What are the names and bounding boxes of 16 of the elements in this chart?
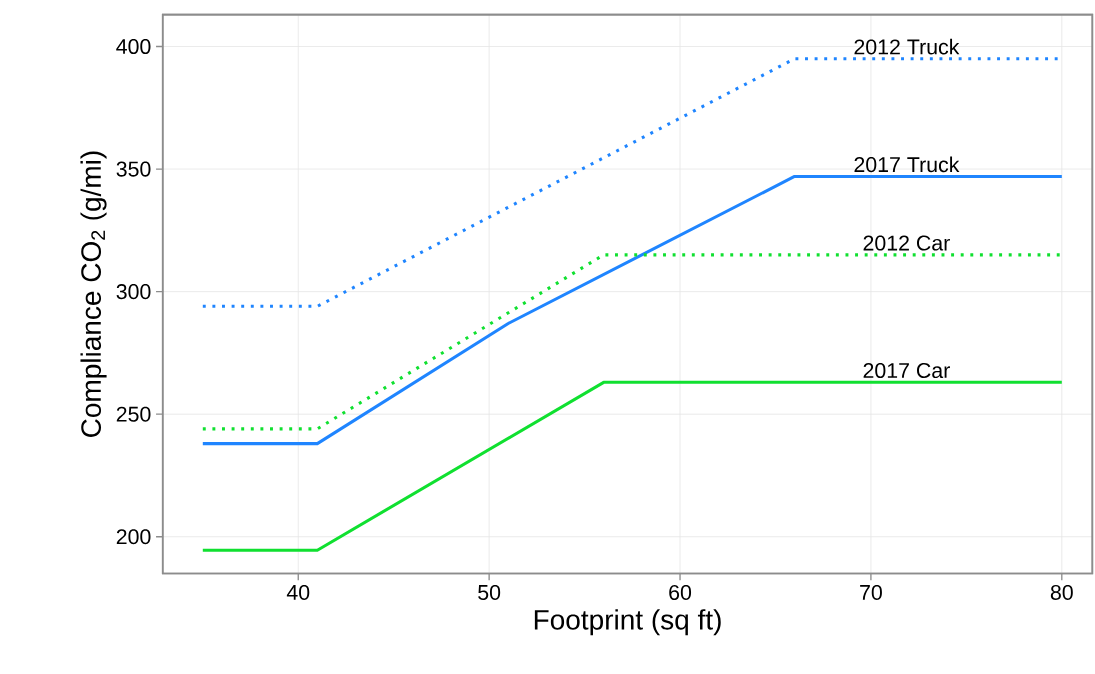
x-axis-title: Footprint (sq ft) — [534, 609, 721, 636]
x-tick-label: 60 — [669, 585, 692, 601]
y-tick-label: 300 — [116, 284, 151, 300]
y-axis-title: Compliance CO$_{2}$ (g/mi) — [80, 151, 107, 438]
y-tick-label: 200 — [116, 529, 151, 545]
x-tick-label: 40 — [286, 585, 310, 601]
x-tick-label: 80 — [1050, 585, 1073, 601]
series-label: 2012 Truck — [854, 39, 960, 55]
series-label: 2017 Truck — [854, 156, 960, 173]
y-tick-label: 350 — [116, 161, 151, 177]
y-tick-label: 400 — [116, 39, 151, 55]
x-tick-label: 50 — [478, 585, 501, 601]
x-tick-label: 70 — [860, 585, 882, 601]
series-label: 2012 Car — [863, 235, 950, 251]
y-tick-label: 250 — [116, 406, 151, 422]
series-label: 2017 Car — [863, 363, 950, 379]
